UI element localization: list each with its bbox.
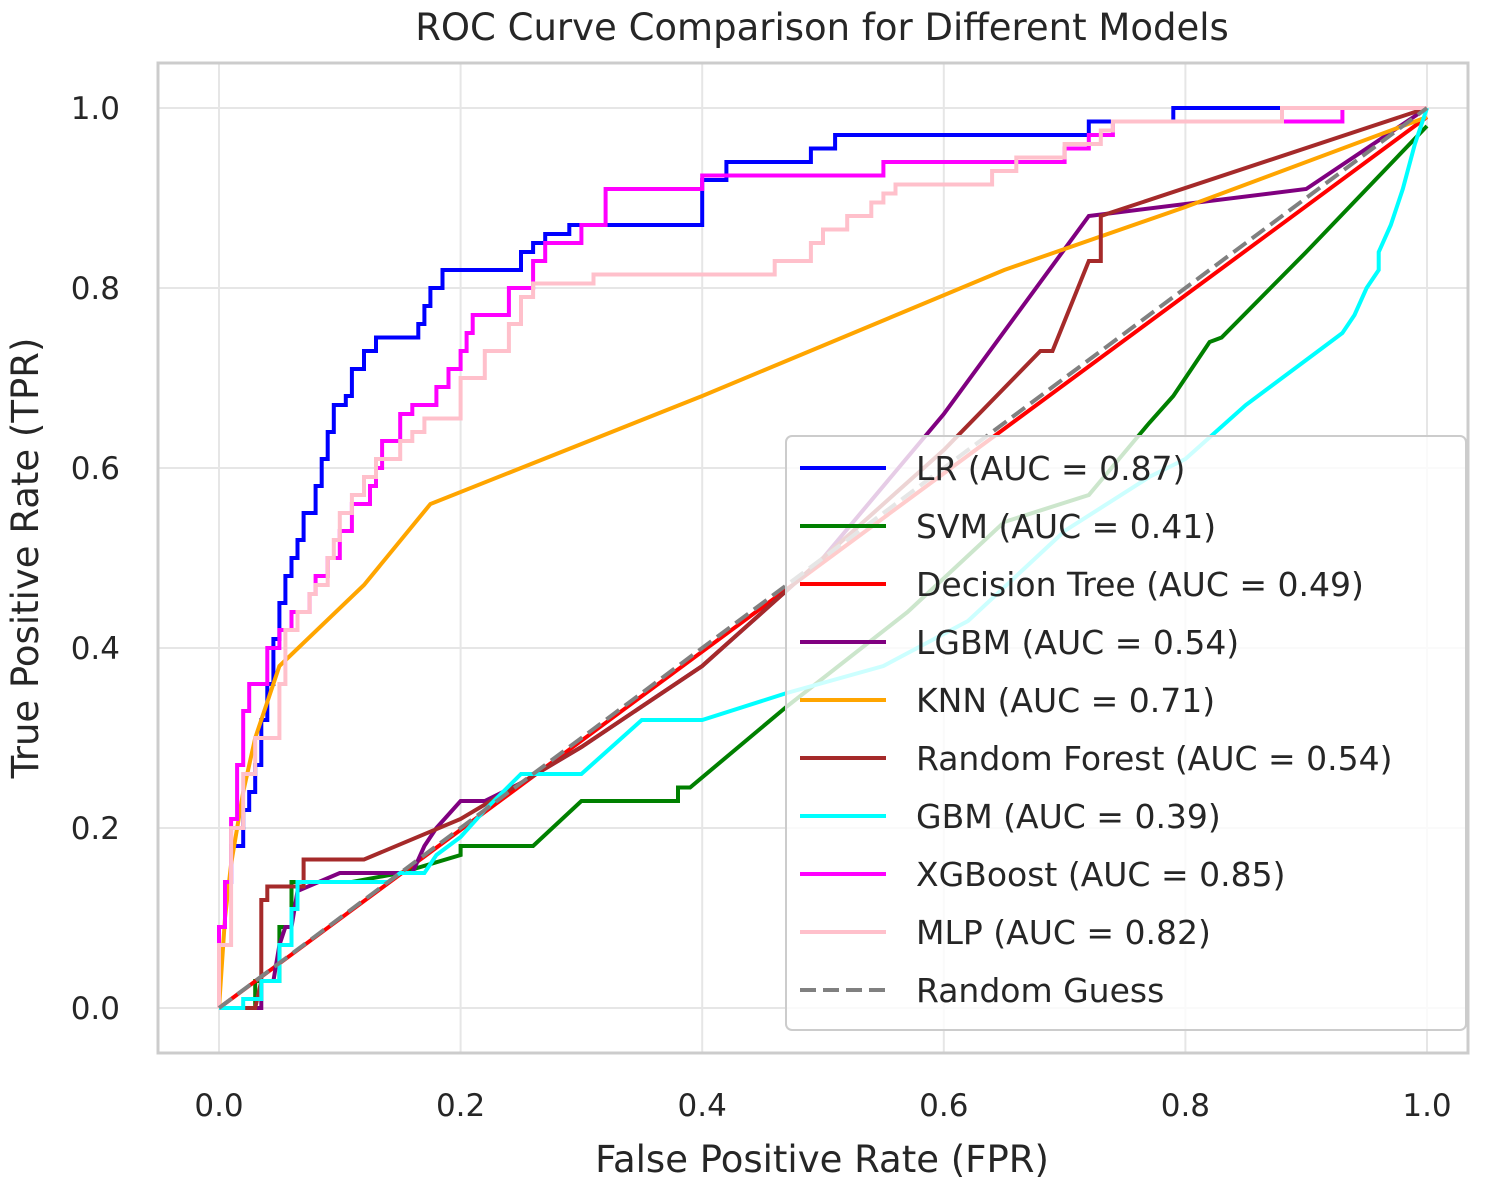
series-line-lr [217,106,1427,1008]
x-tick-label: 0.2 [436,1088,485,1124]
series-line-mlp [217,106,1427,1008]
x-tick-label: 0.4 [678,1088,727,1124]
y-tick-label: 1.0 [71,91,120,127]
legend-label-mlp: MLP (AUC = 0.82) [916,913,1211,952]
legend: LR (AUC = 0.87) SVM (AUC = 0.41) Decision … [785,435,1467,1031]
plot-frame [156,61,1470,1055]
x-tick-label: 0.0 [194,1088,243,1124]
x-tick-label: 0.6 [919,1088,968,1124]
legend-label-lgbm: LGBM (AUC = 0.54) [916,623,1239,662]
legend-label-knn: KNN (AUC = 0.71) [916,681,1215,720]
legend-label-lr: LR (AUC = 0.87) [916,449,1185,488]
ticks: 0.0 0.2 0.4 0.6 0.8 1.0 0.0 0.2 0.4 0.6 0.8 1.0 [71,91,1452,1124]
chart-title: ROC Curve Comparison for Different Model… [415,6,1229,49]
legend-label-random-guess: Random Guess [916,971,1164,1010]
series-line-gbm [219,107,1429,1010]
legend-label-gbm: GBM (AUC = 0.39) [916,797,1221,836]
y-tick-label: 0.2 [71,811,120,847]
y-axis-label: True Positive Rate (TPR) [4,338,47,780]
x-tick-label: 1.0 [1402,1088,1451,1124]
y-tick-label: 0.4 [71,631,120,667]
y-tick-label: 0.6 [71,451,120,487]
x-axis-label: False Positive Rate (FPR) [595,1138,1049,1181]
legend-label-xgboost: XGBoost (AUC = 0.85) [916,855,1285,894]
series-line-random-guess [217,106,1429,1010]
legend-frame [785,435,1467,1031]
legend-label-svm: SVM (AUC = 0.41) [916,507,1216,546]
y-tick-label: 0.0 [71,991,120,1027]
legend-label-random-forest: Random Forest (AUC = 0.54) [916,739,1393,778]
y-tick-label: 0.8 [71,271,120,307]
series-line-xgboost [217,106,1427,1008]
x-tick-label: 0.8 [1161,1088,1210,1124]
legend-label-decision-tree: Decision Tree (AUC = 0.49) [916,565,1364,604]
